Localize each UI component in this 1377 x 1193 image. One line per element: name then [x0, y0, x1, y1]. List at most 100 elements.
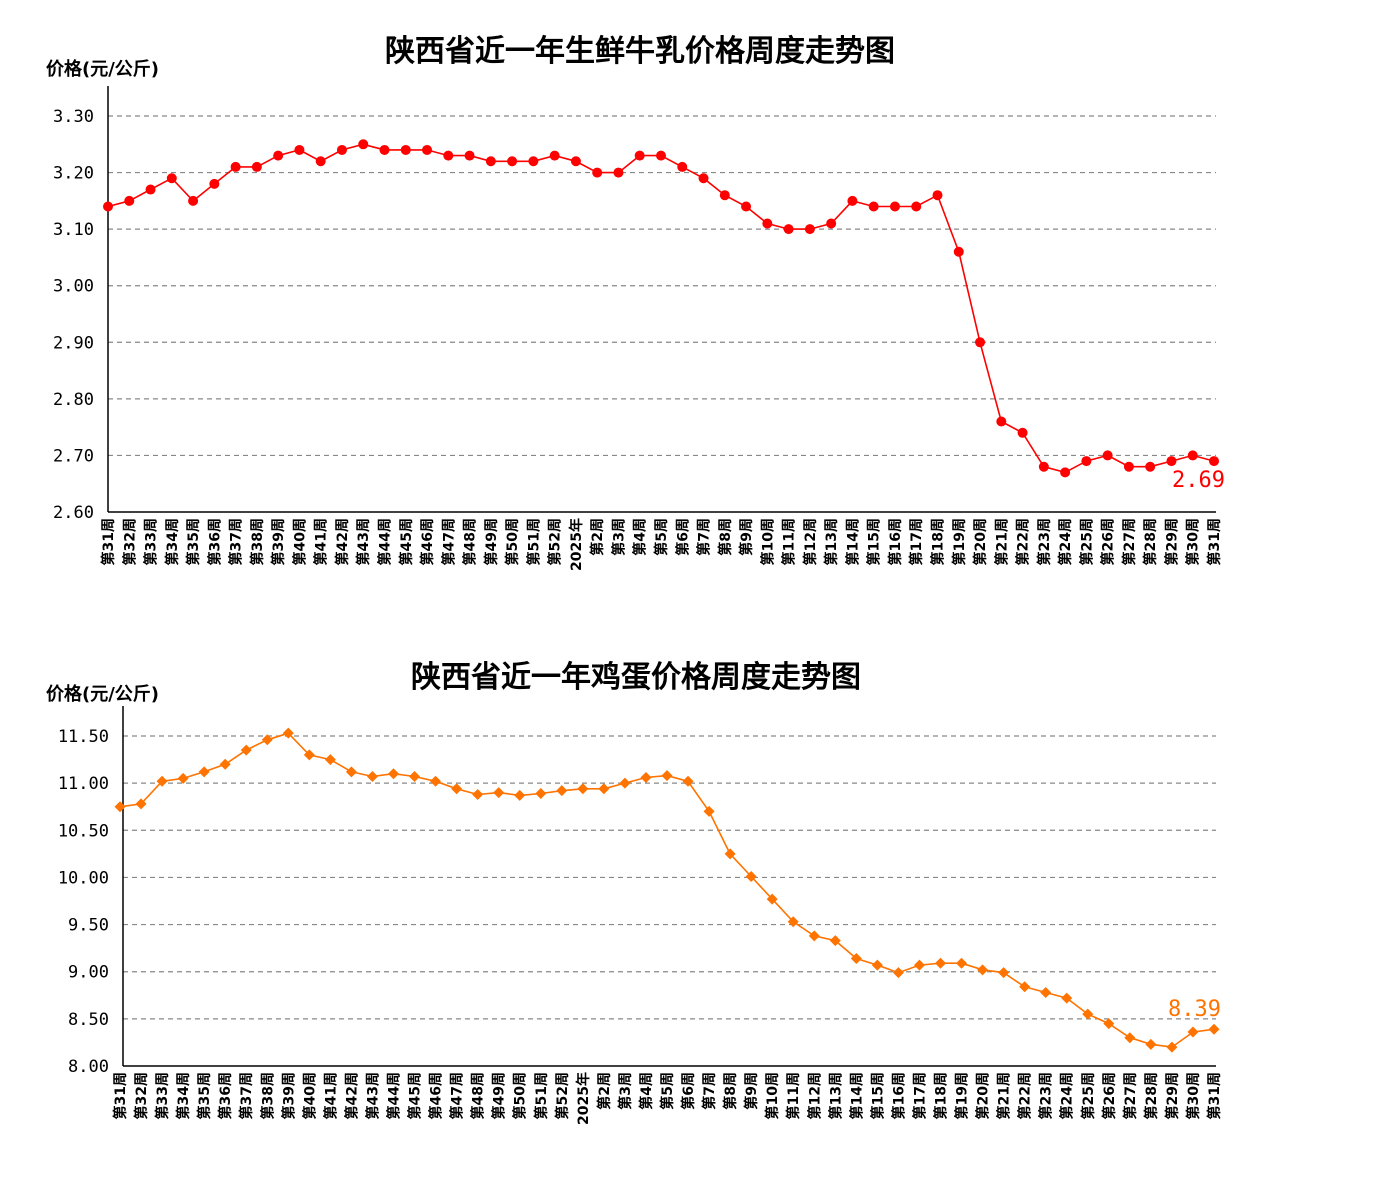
data-point: [400, 144, 411, 155]
data-point: [661, 770, 673, 782]
x-tick-label: 第47周: [440, 518, 457, 565]
milk-price-chart: 陕西省近一年生鲜牛乳价格周度走势图 价格(元/公斤) 2.602.702.802…: [46, 34, 1225, 571]
x-tick-label: 第4周: [632, 518, 649, 556]
data-point: [114, 801, 126, 813]
x-tick-label: 第11周: [781, 518, 798, 565]
x-tick-label: 第49周: [491, 1072, 508, 1119]
data-point: [135, 798, 147, 810]
data-point: [619, 777, 631, 789]
data-point: [719, 190, 730, 201]
data-point: [528, 156, 539, 167]
x-tick-label: 第2周: [589, 518, 606, 556]
data-point: [698, 173, 709, 184]
x-tick-label: 第7周: [701, 1072, 718, 1110]
x-tick-label: 第2周: [596, 1072, 613, 1110]
data-point: [324, 754, 336, 766]
data-point: [977, 964, 989, 976]
x-tick-label: 第46周: [419, 518, 436, 565]
x-tick-label: 第17周: [908, 518, 925, 565]
data-point: [868, 201, 879, 212]
x-tick-label: 第52周: [547, 518, 564, 565]
data-point: [261, 734, 273, 746]
x-tick-label: 第49周: [483, 518, 500, 565]
data-point: [535, 788, 547, 800]
x-tick-label: 第20周: [972, 518, 989, 565]
data-point: [1166, 1041, 1178, 1053]
data-point: [156, 775, 168, 787]
x-tick-label: 第44周: [377, 518, 394, 565]
x-tick-label: 第28周: [1142, 518, 1159, 565]
data-point: [430, 775, 442, 787]
data-point: [1061, 992, 1073, 1004]
data-point: [1123, 461, 1134, 472]
x-tick-label: 第7周: [696, 518, 713, 556]
x-tick-label: 第10周: [764, 1072, 781, 1119]
x-tick-label: 第37周: [238, 1072, 255, 1119]
x-tick-label: 第4周: [638, 1072, 655, 1110]
chart-title: 陕西省近一年鸡蛋价格周度走势图: [411, 660, 861, 695]
data-point: [996, 416, 1007, 427]
x-tick-label: 第22周: [1015, 518, 1032, 565]
data-point: [783, 224, 794, 235]
data-point: [124, 195, 135, 206]
data-point: [745, 870, 757, 882]
x-tick-label: 2025年: [575, 1072, 592, 1125]
x-tick-label: 第6周: [674, 518, 691, 556]
data-point: [1209, 456, 1219, 467]
x-tick-label: 第5周: [659, 1072, 676, 1110]
egg-price-chart: 陕西省近一年鸡蛋价格周度走势图 价格(元/公斤) 8.00 8.50 9.00 9.5…: [46, 660, 1223, 1125]
data-point: [682, 775, 694, 787]
x-tick-label: 第21周: [996, 1072, 1013, 1119]
x-tick-label: 第15周: [869, 1072, 886, 1119]
data-point: [766, 893, 778, 905]
x-tick-label: 第41周: [313, 518, 330, 565]
data-point: [379, 144, 390, 155]
grid-lines: [108, 115, 1216, 457]
x-tick-label: 第45周: [407, 1072, 424, 1119]
data-point: [592, 167, 603, 178]
data-point: [1208, 1023, 1220, 1035]
x-tick-label: 第48周: [470, 1072, 487, 1119]
data-point: [787, 916, 799, 928]
x-tick-label: 第12周: [802, 518, 819, 565]
data-point: [1187, 450, 1198, 461]
data-point: [409, 771, 421, 783]
x-tick-label: 第40周: [301, 1072, 318, 1119]
y-tick-label: 2.60: [53, 503, 94, 523]
data-point: [472, 788, 484, 800]
x-tick-label: 第23周: [1036, 518, 1053, 565]
x-tick-label: 第31周: [112, 1072, 129, 1119]
data-point: [345, 766, 357, 778]
y-axis-label: 价格(元/公斤): [46, 58, 159, 80]
data-point: [366, 771, 378, 783]
x-tick-label: 第43周: [364, 1072, 381, 1119]
data-point: [956, 957, 968, 969]
data-point: [598, 783, 610, 795]
data-point: [1103, 1018, 1115, 1030]
x-tick-label: 第25周: [1080, 1072, 1097, 1119]
data-point: [826, 218, 837, 229]
data-point: [198, 766, 210, 778]
x-tick-label: 第36周: [217, 1072, 234, 1119]
x-tick-label: 第50周: [512, 1072, 529, 1119]
x-tick-label: 第36周: [206, 518, 223, 565]
data-point: [975, 337, 986, 348]
x-tick-label: 第50周: [504, 518, 521, 565]
last-value-label: 8.39: [1168, 997, 1221, 1022]
data-point: [613, 167, 624, 178]
y-tick-label: 2.80: [53, 390, 94, 410]
data-point: [188, 195, 199, 206]
x-tick-label: 第47周: [449, 1072, 466, 1119]
data-point: [273, 150, 284, 161]
data-point: [953, 246, 964, 257]
last-value-label: 2.69: [1172, 468, 1225, 493]
x-tick-label: 第12周: [806, 1072, 823, 1119]
data-point: [336, 144, 347, 155]
x-tick-label: 第3周: [610, 518, 627, 556]
data-point: [656, 150, 666, 161]
data-point: [1038, 461, 1049, 472]
x-tick-label: 第51周: [525, 518, 542, 565]
x-tick-label: 第30周: [1185, 518, 1202, 565]
x-tick-label: 第39周: [280, 1072, 297, 1119]
